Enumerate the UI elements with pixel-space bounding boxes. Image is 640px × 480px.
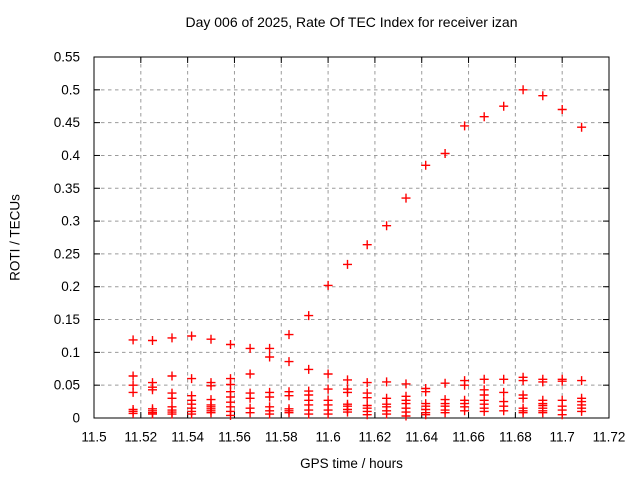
svg-text:11.72: 11.72 xyxy=(593,430,626,445)
svg-text:11.68: 11.68 xyxy=(499,430,532,445)
svg-text:0.1: 0.1 xyxy=(61,345,80,360)
axis-ticks xyxy=(93,56,610,419)
svg-text:0.35: 0.35 xyxy=(54,181,80,196)
y-tick-labels: 0 0.05 0.1 0.15 0.2 0.25 0.3 0.35 0.4 0.45 0.5 0.55 xyxy=(54,50,81,426)
svg-text:0.2: 0.2 xyxy=(61,279,80,294)
svg-text:11.62: 11.62 xyxy=(359,430,392,445)
svg-text:0.3: 0.3 xyxy=(61,214,80,229)
svg-text:0.15: 0.15 xyxy=(54,312,80,327)
svg-text:11.66: 11.66 xyxy=(452,430,485,445)
grid-lines xyxy=(94,57,609,418)
svg-text:11.6: 11.6 xyxy=(315,430,340,445)
svg-text:0.55: 0.55 xyxy=(54,50,80,65)
svg-text:0.05: 0.05 xyxy=(54,378,80,393)
svg-text:0.25: 0.25 xyxy=(54,246,80,261)
x-axis-label: GPS time / hours xyxy=(300,456,403,471)
x-tick-labels: 11.5 11.52 11.54 11.56 11.58 11.6 11.62 11.64 11… xyxy=(81,430,625,445)
svg-text:11.5: 11.5 xyxy=(81,430,106,445)
svg-text:11.54: 11.54 xyxy=(171,430,204,445)
svg-text:11.52: 11.52 xyxy=(124,430,157,445)
svg-text:0.4: 0.4 xyxy=(61,148,80,163)
data-points xyxy=(128,85,587,421)
svg-text:0.45: 0.45 xyxy=(54,115,80,130)
svg-text:11.56: 11.56 xyxy=(218,430,251,445)
svg-text:0.5: 0.5 xyxy=(61,82,80,97)
plot-border xyxy=(93,56,610,419)
svg-text:11.64: 11.64 xyxy=(405,430,438,445)
chart-title: Day 006 of 2025, Rate Of TEC Index for r… xyxy=(185,14,518,30)
svg-text:11.58: 11.58 xyxy=(265,430,298,445)
svg-text:0: 0 xyxy=(72,411,80,426)
svg-text:11.7: 11.7 xyxy=(550,430,575,445)
y-axis-label: ROTI / TECUs xyxy=(7,194,23,281)
